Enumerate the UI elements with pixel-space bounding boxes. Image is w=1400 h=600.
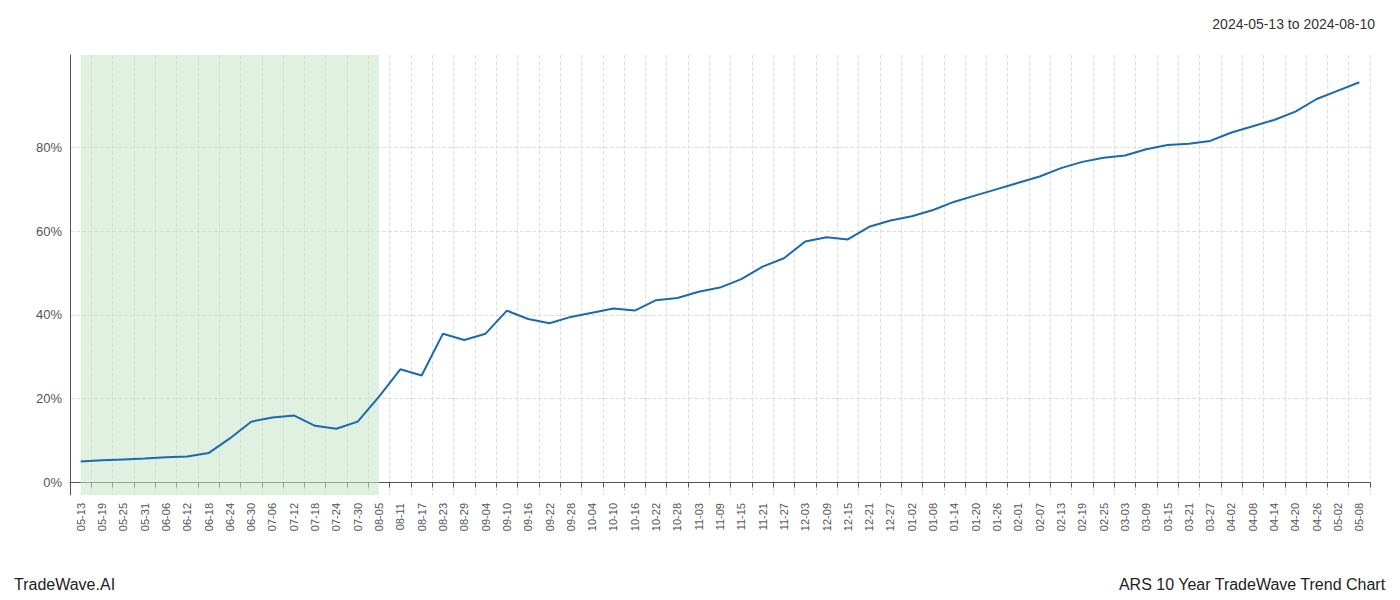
svg-text:06-18: 06-18 [203,503,215,531]
svg-text:08-05: 08-05 [373,503,385,531]
svg-text:05-08: 05-08 [1353,503,1365,531]
svg-text:04-08: 04-08 [1247,503,1259,531]
svg-text:04-14: 04-14 [1268,503,1280,531]
svg-text:11-15: 11-15 [735,503,747,530]
svg-text:05-25: 05-25 [117,503,129,531]
svg-text:03-21: 03-21 [1183,503,1195,531]
svg-text:07-06: 07-06 [266,503,278,531]
svg-text:07-18: 07-18 [309,503,321,531]
svg-text:04-26: 04-26 [1311,503,1323,531]
svg-text:05-31: 05-31 [139,503,151,531]
svg-text:06-12: 06-12 [181,503,193,531]
svg-text:09-28: 09-28 [565,503,577,531]
svg-text:08-17: 08-17 [416,503,428,531]
svg-text:01-02: 01-02 [906,503,918,531]
svg-text:03-15: 03-15 [1162,503,1174,531]
svg-text:10-28: 10-28 [671,503,683,531]
svg-text:02-01: 02-01 [1012,503,1024,531]
svg-text:10-04: 10-04 [586,503,598,531]
svg-text:0%: 0% [43,475,62,490]
svg-text:01-14: 01-14 [948,503,960,531]
svg-text:03-27: 03-27 [1204,503,1216,531]
svg-text:12-15: 12-15 [842,503,854,531]
svg-text:09-22: 09-22 [544,503,556,531]
svg-text:02-25: 02-25 [1098,503,1110,531]
svg-text:08-29: 08-29 [458,503,470,531]
svg-text:12-09: 12-09 [821,503,833,531]
svg-text:04-02: 04-02 [1225,503,1237,531]
svg-text:07-24: 07-24 [330,503,342,531]
svg-text:12-27: 12-27 [884,503,896,531]
svg-text:11-09: 11-09 [714,503,726,530]
svg-text:06-24: 06-24 [224,503,236,531]
svg-text:60%: 60% [36,224,62,239]
svg-text:11-03: 11-03 [693,503,705,530]
svg-text:ARS 10 Year TradeWave Trend Ch: ARS 10 Year TradeWave Trend Chart [1119,576,1386,593]
svg-text:07-12: 07-12 [288,503,300,531]
svg-text:80%: 80% [36,140,62,155]
svg-text:04-20: 04-20 [1289,503,1301,531]
svg-text:01-08: 01-08 [927,503,939,531]
svg-text:05-19: 05-19 [96,503,108,531]
svg-text:08-23: 08-23 [437,503,449,531]
svg-text:03-09: 03-09 [1140,503,1152,531]
svg-text:09-04: 09-04 [480,503,492,531]
svg-text:12-21: 12-21 [863,503,875,531]
svg-text:11-27: 11-27 [778,503,790,530]
svg-text:2024-05-13 to 2024-08-10: 2024-05-13 to 2024-08-10 [1212,16,1375,32]
svg-text:12-03: 12-03 [799,503,811,531]
svg-text:10-10: 10-10 [607,503,619,531]
svg-text:05-13: 05-13 [75,503,87,531]
svg-text:06-06: 06-06 [160,503,172,531]
svg-text:01-26: 01-26 [991,503,1003,531]
svg-text:TradeWave.AI: TradeWave.AI [14,576,115,593]
svg-text:07-30: 07-30 [352,503,364,531]
svg-text:02-07: 02-07 [1034,503,1046,531]
svg-text:09-16: 09-16 [522,503,534,531]
svg-text:03-03: 03-03 [1119,503,1131,531]
svg-text:08-11: 08-11 [394,503,406,530]
svg-text:02-19: 02-19 [1076,503,1088,531]
svg-text:10-16: 10-16 [629,503,641,531]
svg-text:05-02: 05-02 [1332,503,1344,531]
svg-text:09-10: 09-10 [501,503,513,531]
svg-text:10-22: 10-22 [650,503,662,531]
svg-text:06-30: 06-30 [245,503,257,531]
svg-text:20%: 20% [36,391,62,406]
svg-text:40%: 40% [36,307,62,322]
svg-text:02-13: 02-13 [1055,503,1067,531]
svg-text:01-20: 01-20 [970,503,982,531]
svg-text:11-21: 11-21 [757,503,769,530]
